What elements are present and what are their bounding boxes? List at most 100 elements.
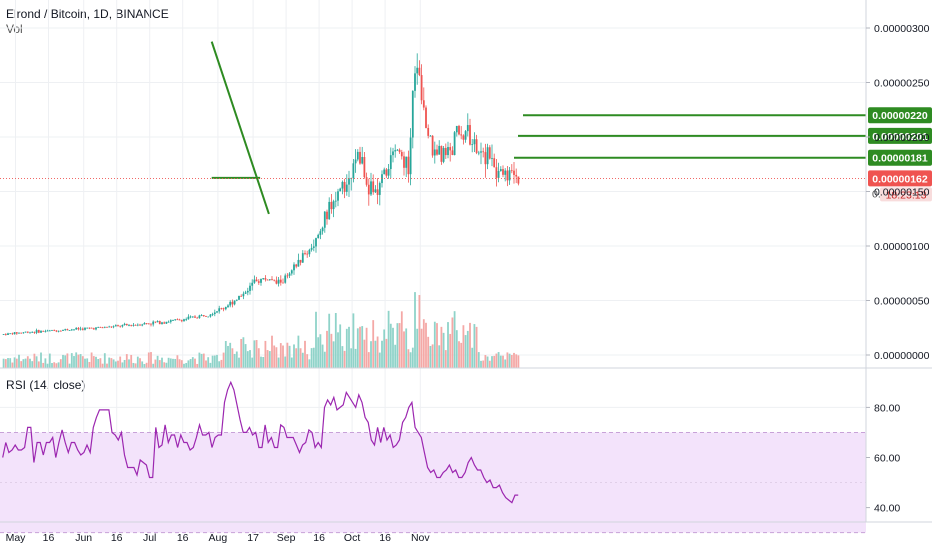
volume-bar xyxy=(264,340,267,368)
volume-bar xyxy=(11,362,14,368)
volume-bar xyxy=(477,352,480,368)
volume-bar xyxy=(128,359,130,368)
candle-body xyxy=(24,331,27,333)
volume-bar xyxy=(348,326,350,368)
candle-body xyxy=(295,264,298,267)
volume-bar xyxy=(517,355,520,368)
volume-bar xyxy=(114,361,117,368)
x-tick-label: 16 xyxy=(43,532,55,544)
candle-body xyxy=(469,125,471,145)
candle-body xyxy=(101,327,104,329)
volume-bar xyxy=(101,363,104,368)
volume-bar xyxy=(356,328,359,368)
y-tick-label: 0.00000100 xyxy=(874,241,930,253)
y-tick-label: 0.00000000 xyxy=(874,350,930,362)
volume-bar xyxy=(414,292,416,368)
rsi-tick-label: 60.00 xyxy=(874,453,900,465)
candle-body xyxy=(359,151,361,164)
volume-bar xyxy=(81,356,84,368)
candle-body xyxy=(119,325,122,327)
volume-bar xyxy=(359,326,361,368)
candle-body xyxy=(211,314,214,315)
volume-bar xyxy=(411,347,414,368)
candle-body xyxy=(145,323,148,324)
candle-body xyxy=(106,326,108,328)
rsi-path xyxy=(2,380,519,504)
candle-body xyxy=(35,330,38,333)
candle-body xyxy=(31,331,34,333)
candle-body xyxy=(376,189,379,195)
volume-bar xyxy=(337,332,339,368)
volume-bar xyxy=(464,335,467,368)
level-price-tag xyxy=(868,107,932,124)
candle-body xyxy=(114,325,117,327)
candle-body xyxy=(425,107,427,128)
candle-body xyxy=(57,330,60,332)
volume-bar xyxy=(205,360,207,368)
volume-bar xyxy=(290,357,293,368)
x-tick-label: 17 xyxy=(247,532,259,544)
volume-bar xyxy=(227,345,229,368)
volume-bar xyxy=(229,342,232,368)
volume-bar xyxy=(400,311,403,368)
candle-body xyxy=(462,135,465,140)
volume-bar xyxy=(156,355,159,368)
volume-bar xyxy=(253,340,256,368)
volume-bar xyxy=(462,325,465,368)
volume-bar xyxy=(119,356,122,368)
rsi-line xyxy=(2,380,519,504)
volume-bar xyxy=(18,354,20,368)
symbol-title[interactable]: Elrond / Bitcoin, 1D, BINANCE xyxy=(6,7,169,21)
x-tick-label: Oct xyxy=(344,532,360,544)
volume-bar xyxy=(273,345,276,368)
candle-body xyxy=(389,155,392,170)
volume-bar xyxy=(315,311,317,368)
candle-body xyxy=(466,125,469,132)
candle-body xyxy=(273,279,276,281)
candle-body xyxy=(108,326,111,328)
candle-body xyxy=(513,170,515,175)
candle-body xyxy=(117,325,119,326)
volume-bar xyxy=(453,311,456,368)
volume-bar xyxy=(260,356,262,368)
volume-bar xyxy=(222,352,225,368)
candle-body xyxy=(495,167,498,178)
volume-bar xyxy=(112,359,115,368)
candle-body xyxy=(198,315,201,319)
candle-body xyxy=(427,127,430,136)
level-price-tag xyxy=(868,149,932,166)
volume-bar xyxy=(167,357,170,368)
volume-bar xyxy=(293,344,295,368)
candle-body xyxy=(242,293,245,297)
volume-bar xyxy=(374,340,377,368)
candle-body xyxy=(26,331,29,333)
volume-bar xyxy=(130,354,133,368)
candle-body xyxy=(308,249,311,255)
candle-body xyxy=(136,324,139,326)
volume-bar xyxy=(482,360,485,368)
candle-body xyxy=(22,332,25,334)
volume-bar xyxy=(64,355,67,368)
volume-bar xyxy=(198,352,201,368)
candle-body xyxy=(37,330,40,333)
candle-body xyxy=(86,327,89,329)
x-tick-label: 16 xyxy=(177,532,189,544)
volume-bars xyxy=(2,292,520,368)
rsi-legend[interactable]: RSI (14, close) xyxy=(6,378,86,392)
volume-bar xyxy=(427,336,430,368)
drawings[interactable]: 0.00000220 0.00000201 0.00000181 xyxy=(0,41,932,215)
volume-bar xyxy=(103,353,106,368)
volume-bar xyxy=(326,330,328,368)
candle-body xyxy=(51,330,53,331)
volume-legend[interactable]: Vol xyxy=(6,22,23,36)
volume-bar xyxy=(352,313,355,368)
candle-body xyxy=(207,316,210,318)
candle-body xyxy=(218,308,221,312)
volume-bar xyxy=(449,333,452,368)
candle-body xyxy=(436,149,438,155)
volume-bar xyxy=(15,358,18,368)
volume-bar xyxy=(257,348,260,368)
candle-body xyxy=(216,311,218,313)
volume-bar xyxy=(213,355,216,368)
